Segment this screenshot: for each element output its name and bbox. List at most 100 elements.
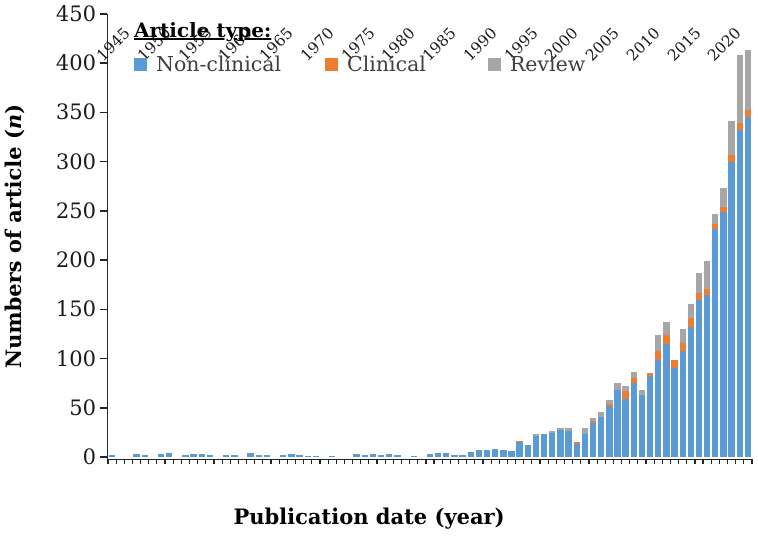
y-tick-50 bbox=[99, 407, 107, 409]
x-tick bbox=[384, 458, 386, 464]
bar-2005 bbox=[598, 411, 605, 457]
bar-segment-review bbox=[622, 386, 629, 392]
bar-segment-review bbox=[655, 334, 662, 351]
bar-segment-clinical bbox=[720, 206, 727, 212]
x-tick bbox=[637, 458, 639, 464]
bar-segment-non-clinical bbox=[141, 455, 148, 457]
bar-1945 bbox=[108, 455, 116, 457]
x-tick bbox=[237, 458, 240, 464]
bar-segment-non-clinical bbox=[133, 454, 140, 457]
bar-segment-non-clinical bbox=[247, 453, 254, 457]
bar-segment-non-clinical bbox=[532, 436, 540, 457]
bar-1966 bbox=[280, 455, 287, 457]
y-axis-title-text: Numbers of article ( bbox=[1, 129, 26, 369]
bar-1999 bbox=[549, 431, 556, 457]
y-tick-label-400: 400 bbox=[55, 51, 96, 76]
x-tick bbox=[474, 458, 476, 464]
bar-segment-non-clinical bbox=[223, 455, 230, 457]
non-clinical-swatch-icon bbox=[134, 57, 147, 71]
bar-segment-clinical bbox=[736, 123, 743, 131]
x-tick bbox=[718, 458, 720, 464]
bar-segment-review bbox=[630, 372, 637, 379]
bar-segment-non-clinical bbox=[410, 456, 417, 457]
bar-segment-non-clinical bbox=[312, 456, 320, 457]
bar-segment-non-clinical bbox=[565, 431, 572, 457]
x-tick bbox=[270, 458, 272, 464]
bar-segment-non-clinical bbox=[679, 350, 686, 457]
bar-segment-non-clinical bbox=[377, 455, 385, 457]
bar-1972 bbox=[329, 456, 336, 457]
x-tick bbox=[262, 458, 264, 464]
x-tick bbox=[335, 458, 337, 464]
y-tick-label-350: 350 bbox=[55, 100, 96, 125]
bar-segment-non-clinical bbox=[296, 455, 303, 457]
bar-segment-non-clinical bbox=[614, 390, 621, 457]
x-tick bbox=[482, 458, 484, 464]
x-tick bbox=[498, 458, 500, 464]
bar-segment-non-clinical bbox=[663, 343, 670, 457]
bar-segment-non-clinical bbox=[255, 455, 262, 457]
x-tick bbox=[433, 458, 435, 464]
bar-segment-non-clinical bbox=[581, 434, 589, 457]
bar-segment-non-clinical bbox=[492, 449, 499, 457]
x-tick bbox=[702, 458, 704, 464]
bar-1982 bbox=[410, 456, 417, 457]
bar-segment-non-clinical bbox=[288, 454, 295, 457]
bar-1968 bbox=[296, 455, 303, 457]
bar-1993 bbox=[500, 450, 507, 457]
x-tick bbox=[751, 458, 753, 464]
x-tick bbox=[686, 458, 688, 464]
bar-segment-non-clinical bbox=[606, 405, 613, 457]
bar-1967 bbox=[288, 454, 295, 457]
x-tick bbox=[694, 458, 696, 464]
legend-item-review: Review bbox=[487, 52, 585, 76]
bar-2017 bbox=[695, 272, 703, 457]
bar-1951 bbox=[157, 454, 165, 457]
bar-segment-non-clinical bbox=[638, 394, 646, 457]
bar-segment-non-clinical bbox=[190, 454, 197, 457]
x-tick bbox=[107, 458, 109, 464]
clinical-swatch-icon bbox=[325, 57, 339, 71]
x-tick bbox=[563, 458, 566, 464]
bar-segment-non-clinical bbox=[206, 455, 214, 457]
bar-segment-non-clinical bbox=[280, 455, 287, 457]
bar-2019 bbox=[712, 213, 719, 457]
x-tick bbox=[604, 458, 606, 464]
y-tick-label-150: 150 bbox=[55, 297, 96, 322]
bar-segment-non-clinical bbox=[500, 450, 507, 457]
bar-1978 bbox=[377, 455, 385, 457]
bar-segment-non-clinical bbox=[182, 455, 189, 457]
bar-segment-clinical bbox=[622, 391, 629, 399]
bar-segment-review bbox=[614, 383, 621, 391]
y-axis-title-italic-n: n bbox=[1, 113, 26, 130]
bar-segment-review bbox=[606, 399, 613, 404]
bar-segment-non-clinical bbox=[695, 299, 703, 457]
bar-1979 bbox=[386, 454, 393, 457]
bar-1975 bbox=[353, 454, 360, 457]
legend-title: Article type: bbox=[134, 18, 272, 42]
bar-segment-clinical bbox=[744, 109, 752, 118]
bar-2022 bbox=[736, 55, 743, 457]
x-tick bbox=[131, 458, 134, 464]
x-tick bbox=[620, 458, 623, 464]
bar-2014 bbox=[671, 359, 678, 457]
bar-segment-non-clinical bbox=[451, 455, 458, 457]
x-tick bbox=[197, 458, 199, 464]
x-axis-title: Publication date (year) bbox=[233, 504, 505, 529]
bar-2001 bbox=[565, 428, 572, 457]
bar-segment-non-clinical bbox=[646, 376, 654, 457]
x-tick bbox=[653, 458, 655, 464]
bar-2023 bbox=[744, 50, 752, 457]
bar-segment-non-clinical bbox=[304, 456, 311, 457]
x-tick bbox=[539, 458, 541, 464]
x-tick bbox=[311, 458, 313, 464]
x-tick bbox=[245, 458, 248, 464]
bar-2004 bbox=[589, 417, 597, 457]
bar-2008 bbox=[622, 386, 629, 457]
bar-segment-review bbox=[589, 417, 597, 421]
bar-segment-non-clinical bbox=[467, 452, 474, 457]
x-tick bbox=[213, 458, 215, 464]
bar-segment-non-clinical bbox=[108, 455, 116, 457]
y-tick-100 bbox=[99, 357, 107, 360]
